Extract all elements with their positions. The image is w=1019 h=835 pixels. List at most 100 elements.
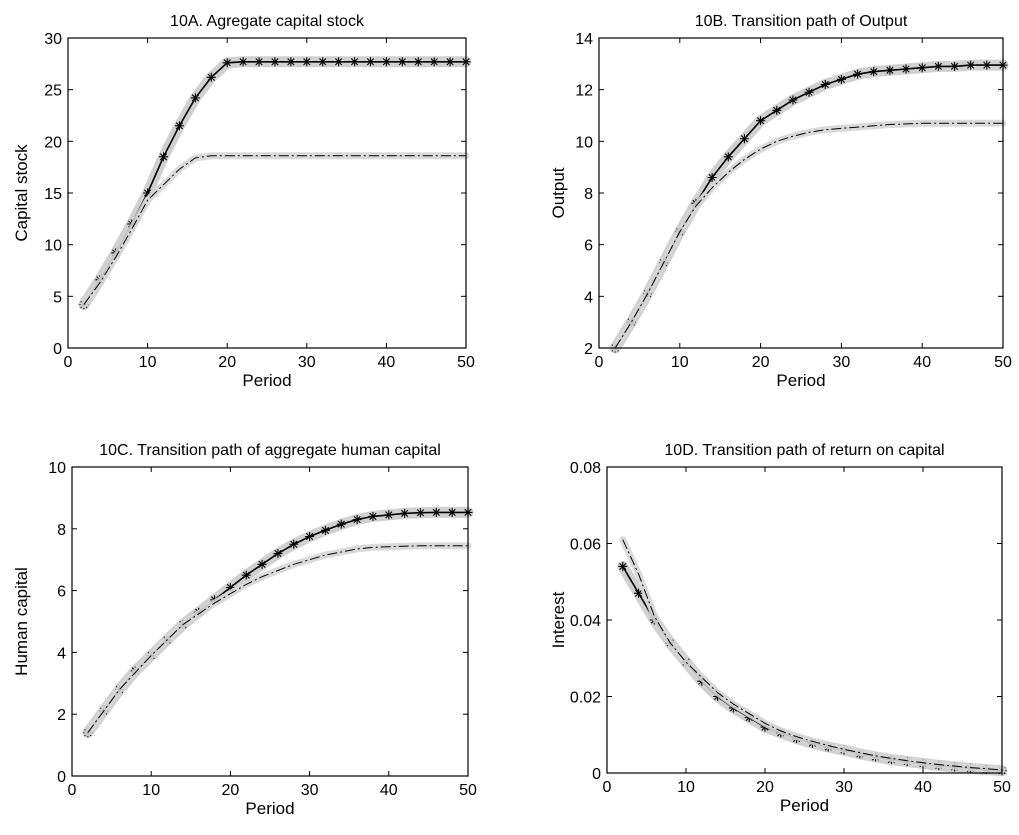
chart-a: 10A. Agregate capital stock 0 10 20 30 40 50 0 5… [12,13,475,390]
panel-b-ytick-label: 12 [575,83,593,100]
panel-a-ytick-label: 10 [44,238,62,255]
panel-a-ylabel: Capital stock [12,144,31,242]
panel-a-star-marker [334,57,344,67]
panel-b-star-marker [950,61,960,71]
panel-b-star-marker [756,116,766,126]
panel-b-ytick-label: 2 [584,341,593,358]
panel-b-star-marker [885,65,895,75]
panel-c-axes-frame [71,466,469,777]
panel-b-xtick-label: 40 [913,354,931,371]
panel-c-star-marker [384,510,394,520]
panel-b-ytick-label: 10 [575,134,593,151]
panel-b-xtick-label: 10 [671,354,689,371]
panel-c-star-marker [336,519,346,529]
panel-a-star-marker [159,152,169,162]
panel-c-ylabel: Human capital [12,567,31,676]
panel-c-xlabel: Period [245,799,294,818]
chart-panel-c: 10C. Transition path of aggregate human … [0,420,510,835]
panel-a-axes-frame [67,37,467,349]
panel-c-star-marker [368,511,378,521]
panel-a-series-0-line [83,60,466,306]
panel-a-series-1-line [83,155,466,305]
panel-c-star-marker [225,583,235,593]
chart-panel-a: 10A. Agregate capital stock 0 10 20 30 40 50 0 5… [0,0,510,410]
panel-c-ytick-label: 4 [57,645,66,662]
panel-a-star-marker [143,188,153,198]
panel-a-ytick-label: 25 [44,83,62,100]
panel-a-star-marker [286,57,296,67]
panel-a-star-marker [318,57,328,67]
panel-b-star-marker [707,173,717,182]
chart-b: 10B. Transition path of Output 0 10 20 30 40 5… [549,13,1012,390]
panel-b-star-marker [820,80,830,89]
panel-b-star-marker [836,74,846,84]
panel-d-xtick-label: 40 [914,779,932,796]
panel-c-xtick-label: 50 [459,782,477,799]
panel-c-star-marker [431,507,441,517]
chart-panel-b: 10B. Transition path of Output 0 10 20 30 40 5… [510,0,1019,410]
panel-a-star-marker [397,57,407,67]
panel-c-xtick-label: 20 [222,782,240,799]
chart-c: 10C. Transition path of aggregate human … [12,442,477,818]
chart-d: 10D. Transition path of return on capita… [549,442,1011,815]
panel-d-xtick-label: 50 [993,779,1011,796]
panel-a-star-marker [190,93,200,103]
chart-panel-d: 10D. Transition path of return on capita… [510,420,1019,835]
panel-c-title: 10C. Transition path of aggregate human … [99,442,441,459]
panel-a-ytick-label: 15 [44,186,62,203]
panel-c-star-marker [305,532,315,542]
panel-b-star-marker [933,61,943,71]
panel-c-star-marker [241,570,251,580]
panel-a-star-marker [174,121,184,131]
panel-a-star-marker [254,57,264,67]
panel-c-star-marker [447,507,457,517]
panel-c-star-marker [415,508,425,518]
panel-a-star-marker [429,57,439,67]
panel-d-ytick-label: 0.08 [570,460,601,477]
panel-a-star-marker [365,57,375,67]
panel-c-star-marker [289,539,299,549]
panel-b-ytick-label: 4 [584,289,593,306]
panel-b-star-marker [772,105,782,115]
panel-b-xtick-label: 0 [595,354,604,371]
panel-d-star-marker [634,588,644,598]
panel-d-xtick-label: 10 [677,779,695,796]
panel-b-star-marker [869,67,879,77]
panel-b-star-marker [901,64,911,74]
panel-c-xtick-label: 30 [301,782,319,799]
panel-b-title: 10B. Transition path of Output [695,13,908,30]
panel-a-xtick-label: 50 [457,354,475,371]
panel-b-xlabel: Period [776,371,825,390]
panel-b-xtick-label: 50 [994,354,1012,371]
panel-b-ylabel: Output [549,167,568,218]
panel-a-xtick-label: 30 [298,354,316,371]
panel-a-xlabel: Period [242,371,291,390]
panel-c-ytick-label: 8 [57,522,66,539]
panel-b-star-marker [723,152,733,162]
panel-c-ytick-label: 2 [57,707,66,724]
panel-c-xtick-label: 40 [380,782,398,799]
panel-c-ytick-label: 6 [57,584,66,601]
panel-a-xtick-label: 10 [139,354,157,371]
panel-b-series-0-halo [609,59,1009,354]
panel-b-series-1-line [614,122,1003,349]
panel-d-ytick-label: 0.06 [570,537,601,554]
panel-d-axes-frame [606,466,1003,774]
panel-c-series-1-halo [84,542,472,737]
panel-b-ytick-label: 14 [575,31,593,48]
panel-c-xtick-label: 0 [68,782,77,799]
panel-b-xtick-label: 30 [833,354,851,371]
panel-b-ytick-label: 6 [584,238,593,255]
panel-a-series-1-halo [80,152,470,309]
panel-d-ytick-label: 0.02 [570,690,601,707]
panel-c-star-marker [400,508,410,518]
panel-d-xtick-label: 20 [756,779,774,796]
panel-b-star-marker [982,60,992,70]
panel-b-star-marker [853,69,863,79]
panel-a-xtick-label: 0 [64,354,73,371]
panel-a-star-marker [302,57,312,67]
panel-c-xtick-label: 10 [142,782,160,799]
panel-a-star-marker [350,57,360,67]
panel-d-ytick-label: 0.04 [570,613,601,630]
panel-d-ylabel: Interest [549,591,568,648]
